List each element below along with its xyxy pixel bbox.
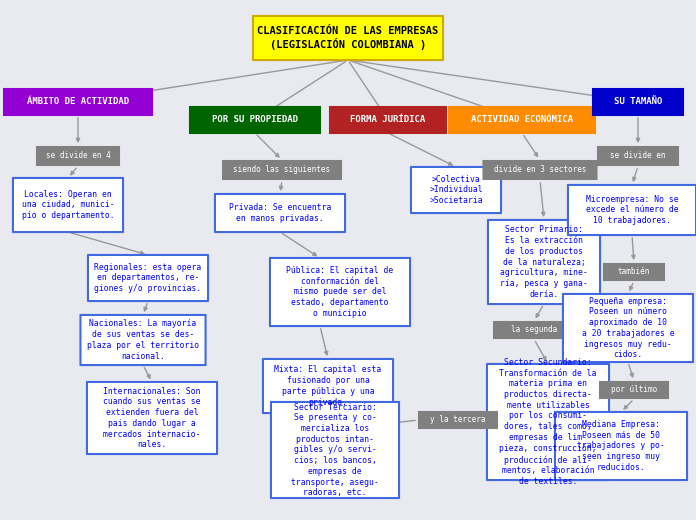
Text: la segunda: la segunda (511, 326, 557, 334)
FancyBboxPatch shape (411, 167, 501, 213)
Text: ÁMBITO DE ACTIVIDAD: ÁMBITO DE ACTIVIDAD (27, 98, 129, 107)
Text: Sector Primario:
Es la extracción
de los productos
de la naturaleza;
agricultura: Sector Primario: Es la extracción de los… (500, 225, 588, 299)
FancyBboxPatch shape (270, 258, 410, 326)
Text: Microempresa: No se
excede el número de
10 trabajadores.: Microempresa: No se excede el número de … (586, 195, 679, 225)
Text: Sector Secundario:
Transformación de la
materia prima en
productos directa-
ment: Sector Secundario: Transformación de la … (499, 358, 596, 486)
FancyBboxPatch shape (88, 255, 208, 301)
Text: ACTIVIDAD ECONÓMICA: ACTIVIDAD ECONÓMICA (471, 115, 573, 124)
FancyBboxPatch shape (597, 146, 679, 166)
FancyBboxPatch shape (87, 382, 217, 454)
Text: SU TAMAÑO: SU TAMAÑO (614, 98, 662, 107)
Text: también: también (618, 267, 650, 277)
Text: Mixta: El capital esta
fusionado por una
parte pública y una
privada.: Mixta: El capital esta fusionado por una… (274, 366, 381, 407)
FancyBboxPatch shape (555, 412, 687, 480)
FancyBboxPatch shape (331, 107, 445, 133)
FancyBboxPatch shape (271, 402, 399, 498)
Text: CLASIFICACIÓN DE LAS EMPRESAS
(LEGISLACIÓN COLOMBIANA ): CLASIFICACIÓN DE LAS EMPRESAS (LEGISLACI… (258, 26, 438, 50)
FancyBboxPatch shape (450, 107, 594, 133)
FancyBboxPatch shape (263, 359, 393, 413)
Text: Regionales: esta opera
en departamentos, re-
giones y/o provincias.: Regionales: esta opera en departamentos,… (95, 263, 202, 293)
FancyBboxPatch shape (215, 194, 345, 232)
Text: Nacionales: La mayoría
de sus ventas se des-
plaza por el territorio
nacional.: Nacionales: La mayoría de sus ventas se … (87, 319, 199, 361)
FancyBboxPatch shape (493, 321, 575, 339)
FancyBboxPatch shape (488, 220, 600, 304)
Text: Privada: Se encuentra
en manos privadas.: Privada: Se encuentra en manos privadas. (229, 203, 331, 223)
FancyBboxPatch shape (568, 185, 696, 235)
FancyBboxPatch shape (482, 160, 598, 180)
FancyBboxPatch shape (603, 263, 665, 281)
FancyBboxPatch shape (13, 178, 123, 232)
Text: y la tercera: y la tercera (430, 415, 486, 424)
Text: Internacionales: Son
cuando sus ventas se
extienden fuera del
pais dando lugar a: Internacionales: Son cuando sus ventas s… (103, 387, 200, 449)
FancyBboxPatch shape (593, 89, 683, 115)
FancyBboxPatch shape (563, 294, 693, 362)
FancyBboxPatch shape (599, 381, 669, 399)
FancyBboxPatch shape (487, 364, 609, 480)
FancyBboxPatch shape (36, 146, 120, 166)
Text: siendo las siguientes: siendo las siguientes (233, 165, 331, 175)
Text: Locales: Operan en
una ciudad, munici-
pio o departamento.: Locales: Operan en una ciudad, munici- p… (22, 190, 114, 220)
FancyBboxPatch shape (190, 107, 320, 133)
FancyBboxPatch shape (253, 16, 443, 60)
Text: Mediana Empresa:
Poseen más de 50
trabajadores y po-
seen ingreso muy
reducidos.: Mediana Empresa: Poseen más de 50 trabaj… (577, 420, 665, 472)
Text: se divide en 4: se divide en 4 (46, 151, 111, 161)
Text: Pequeña empresa:
Poseen un número
aproximado de 10
a 20 trabajadores e
ingresos : Pequeña empresa: Poseen un número aproxi… (582, 296, 674, 359)
FancyBboxPatch shape (81, 315, 205, 365)
FancyBboxPatch shape (222, 160, 342, 180)
Text: divide en 3 sectores: divide en 3 sectores (493, 165, 586, 175)
Text: Pública: El capital de
conformación del
mismo puede ser del
estado, departamento: Pública: El capital de conformación del … (286, 266, 394, 318)
Text: por último: por último (611, 385, 657, 395)
Text: FORMA JURÍDICA: FORMA JURÍDICA (350, 115, 426, 124)
FancyBboxPatch shape (418, 411, 498, 429)
Text: POR SU PROPIEDAD: POR SU PROPIEDAD (212, 115, 298, 124)
Text: Sector Terciario:
Se presenta y co-
mercializa los
productos intan-
gibles y/o s: Sector Terciario: Se presenta y co- merc… (291, 402, 379, 498)
FancyBboxPatch shape (4, 89, 152, 115)
Text: >Colectiva
>Individual
>Societaria: >Colectiva >Individual >Societaria (429, 175, 483, 205)
Text: se divide en: se divide en (610, 151, 666, 161)
